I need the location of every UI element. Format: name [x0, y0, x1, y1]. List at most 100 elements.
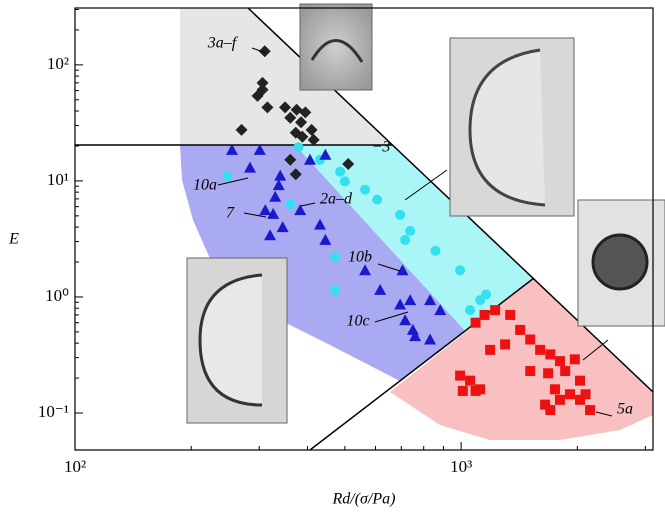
- triangle-point: [374, 283, 387, 295]
- circle-point: [405, 226, 416, 237]
- triangle-point: [294, 204, 307, 216]
- square-point: [545, 405, 556, 416]
- square-point: [560, 366, 571, 377]
- square-point: [554, 356, 565, 367]
- arrow: [217, 177, 249, 186]
- x-tick-label: 10³: [450, 457, 472, 476]
- triangle-point: [244, 161, 257, 173]
- regions: [75, 8, 653, 450]
- photo: [299, 3, 373, 91]
- diamond-point: [290, 103, 303, 116]
- triangle-point: [225, 143, 238, 155]
- diamond-point: [342, 157, 355, 170]
- triangle-point: [264, 229, 277, 241]
- triangle-point: [434, 304, 447, 316]
- circle-point: [360, 184, 371, 195]
- square-point: [455, 370, 466, 381]
- square-point: [535, 344, 546, 355]
- square-point: [545, 349, 556, 360]
- photo-detail: [591, 233, 649, 291]
- triangle-point: [276, 221, 289, 233]
- region-gray: [180, 8, 392, 145]
- square-point: [575, 394, 586, 405]
- diamond-point: [251, 89, 264, 102]
- arrow: [374, 311, 409, 323]
- y-axis-label: E: [8, 231, 19, 248]
- annotation: −3: [372, 139, 391, 156]
- annotation: 10c: [346, 313, 369, 330]
- diamond-point: [284, 153, 297, 166]
- annotation: 3a–f: [207, 35, 239, 52]
- triangle-point: [272, 179, 285, 191]
- square-point: [585, 405, 596, 416]
- photo-detail: [468, 48, 546, 207]
- circle-point: [222, 171, 233, 182]
- circle-point: [285, 199, 296, 210]
- square-point: [525, 334, 536, 345]
- square-point: [569, 354, 580, 365]
- circle-point: [400, 234, 411, 245]
- arrow: [404, 169, 448, 201]
- triangle-point: [313, 218, 326, 230]
- triangle-point: [409, 330, 422, 342]
- arrow: [595, 411, 613, 417]
- triangle-point: [319, 233, 332, 245]
- circle-point: [481, 289, 492, 300]
- x-tick-label: 10²: [64, 457, 86, 476]
- diamond-point: [256, 76, 269, 89]
- annotation: 5a: [617, 401, 633, 418]
- triangle-point: [253, 143, 266, 155]
- square-point: [515, 324, 526, 335]
- square-point: [500, 339, 511, 350]
- square-point: [505, 309, 516, 320]
- square-point: [457, 385, 468, 396]
- triangle-point: [404, 294, 417, 306]
- region-red: [390, 278, 653, 440]
- square-point: [485, 344, 496, 355]
- diamond-point: [284, 111, 297, 124]
- square-point: [465, 375, 476, 386]
- circle-point: [395, 209, 406, 220]
- annotation: 10b: [348, 249, 372, 266]
- triangle-point: [269, 190, 282, 202]
- y-tick-label: 10⁰: [45, 286, 69, 305]
- circle-point: [293, 142, 304, 153]
- annotation: 10a: [193, 177, 217, 194]
- y-tick-label: 10²: [47, 54, 69, 73]
- triangle-point: [259, 204, 272, 216]
- square-point: [549, 384, 560, 395]
- circle-point: [330, 252, 341, 263]
- diamond-point: [289, 168, 302, 181]
- x-axis-label: Rd/(σ/Pa): [332, 491, 396, 508]
- diamond-point: [305, 123, 318, 136]
- arrow: [582, 339, 609, 361]
- diamond-point: [279, 101, 292, 114]
- triangle-point: [303, 153, 316, 165]
- square-point: [554, 394, 565, 405]
- photo-detail: [310, 39, 364, 63]
- triangle-point: [274, 169, 287, 181]
- diamond-point: [295, 116, 308, 129]
- triangle-point: [267, 207, 280, 219]
- photo-detail: [198, 273, 263, 407]
- triangle-point: [359, 264, 372, 276]
- annotation: 7: [226, 205, 235, 222]
- square-point: [564, 389, 575, 400]
- diamond-point: [296, 130, 309, 143]
- circle-point: [465, 305, 476, 316]
- square-point: [540, 399, 551, 410]
- circle-point: [430, 245, 441, 256]
- diamond-point: [299, 106, 312, 119]
- y-tick-label: 10¹: [47, 170, 69, 189]
- triangle-point: [319, 148, 332, 160]
- plot-frame: [74, 7, 654, 451]
- circle-point: [335, 166, 346, 177]
- y-tick-label: 10⁻¹: [38, 402, 69, 421]
- triangle-point: [424, 333, 437, 345]
- triangle-point: [394, 298, 407, 310]
- diamond-point: [235, 123, 248, 136]
- circle-point: [339, 176, 350, 187]
- arrow: [377, 263, 401, 272]
- square-point: [479, 309, 490, 320]
